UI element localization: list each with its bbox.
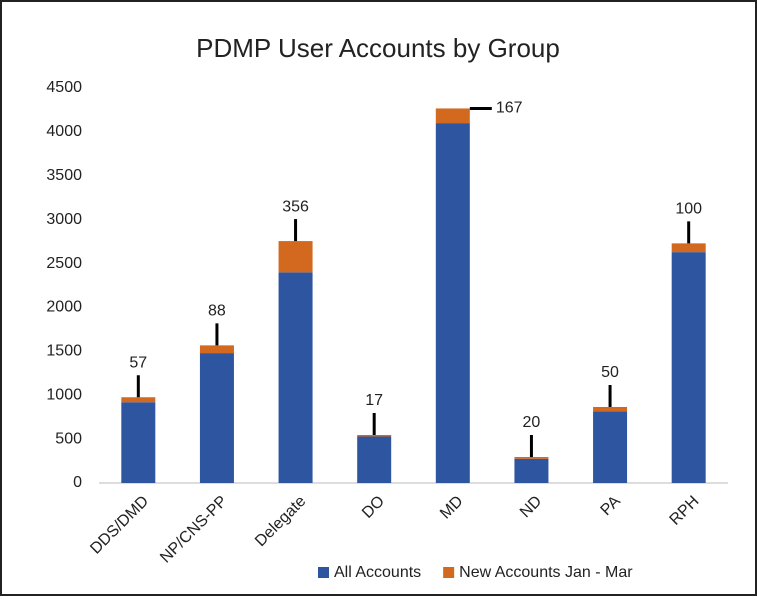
- bar-segment: [357, 436, 392, 483]
- data-label: 20: [523, 414, 541, 431]
- bar-segment: [435, 108, 470, 124]
- data-label: 57: [129, 354, 147, 371]
- bar-segment: [199, 353, 234, 483]
- bar-segment: [357, 434, 392, 437]
- y-tick-label: 0: [73, 474, 82, 491]
- data-label: 356: [282, 198, 309, 215]
- chart-title: PDMP User Accounts by Group: [196, 33, 560, 63]
- legend-swatch: [318, 567, 329, 578]
- data-label: 88: [208, 303, 226, 320]
- y-tick-label: 2500: [46, 255, 82, 272]
- bar-segment: [278, 241, 313, 273]
- bar-segment: [121, 402, 156, 483]
- legend-swatch: [443, 567, 455, 578]
- bar-segment: [199, 345, 234, 354]
- y-tick-label: 4500: [46, 79, 82, 96]
- y-tick-label: 2000: [46, 299, 82, 316]
- data-label: 167: [496, 100, 523, 117]
- legend-label: All Accounts: [334, 564, 421, 581]
- bar-segment: [671, 252, 706, 483]
- legend-label: New Accounts Jan - Mar: [459, 564, 633, 581]
- y-tick-label: 1000: [46, 386, 82, 403]
- data-label: 100: [675, 201, 702, 218]
- y-tick-label: 1500: [46, 343, 82, 360]
- bar-segment: [514, 458, 549, 483]
- bar-segment: [435, 123, 470, 483]
- y-tick-label: 3500: [46, 167, 82, 184]
- bar-segment: [514, 457, 549, 459]
- bar-segment: [671, 243, 706, 253]
- bar-segment: [593, 406, 628, 412]
- bar-segment: [593, 411, 628, 483]
- y-tick-label: 3000: [46, 211, 82, 228]
- data-label: 17: [365, 392, 383, 409]
- bar-segment: [121, 397, 156, 403]
- bar-segment: [278, 272, 313, 483]
- data-label: 50: [601, 364, 619, 381]
- y-tick-label: 500: [55, 430, 82, 447]
- y-tick-label: 4000: [46, 123, 82, 140]
